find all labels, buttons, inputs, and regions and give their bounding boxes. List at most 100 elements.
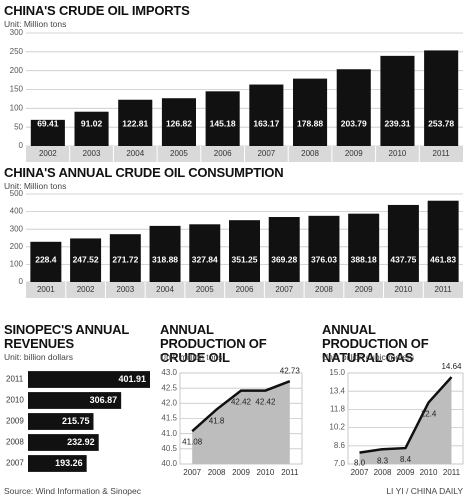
value-label: 42.42 (255, 398, 276, 407)
x-tick-label: 2006 (214, 149, 232, 158)
x-tick-label: 2011 (435, 285, 453, 294)
x-tick-label: 2008 (374, 468, 392, 477)
y-tick-label: 500 (10, 189, 24, 198)
value-label: 461.83 (430, 254, 456, 264)
bar (380, 55, 415, 146)
chart-subtitle: Unit: Million tons (4, 181, 67, 191)
x-tick-label: 2007 (351, 468, 369, 477)
x-tick-label: 2008 (208, 468, 226, 477)
value-label: 327.84 (192, 254, 218, 264)
bar (118, 99, 153, 146)
y-tick-label: 15.0 (329, 368, 345, 377)
y-tick-label: 150 (10, 85, 24, 94)
x-tick-label: 2002 (39, 149, 57, 158)
x-tick-label: 2009 (355, 285, 373, 294)
value-label: 232.92 (67, 437, 95, 447)
x-tick-label: 2003 (83, 149, 101, 158)
x-tick-label: 2009 (232, 468, 250, 477)
value-label: 69.41 (37, 118, 59, 128)
value-label: 253.78 (428, 118, 454, 128)
value-label: 8.0 (354, 459, 366, 468)
source: Source: Wind Information & Sinopec (4, 486, 142, 496)
value-label: 91.02 (81, 118, 103, 128)
bar (30, 241, 62, 282)
value-label: 42.73 (280, 366, 301, 375)
value-label: 41.8 (209, 417, 225, 426)
y-tick-label: 0 (19, 141, 24, 150)
y-tick-label: 100 (10, 103, 24, 112)
y-tick-label: 2007 (6, 459, 24, 468)
x-tick-label: 2006 (236, 285, 254, 294)
bar (249, 84, 284, 146)
value-label: 145.18 (210, 118, 236, 128)
value-label: 271.72 (112, 254, 138, 264)
x-tick-label: 2007 (257, 149, 275, 158)
bar (28, 413, 94, 430)
x-tick-label: 2011 (281, 468, 299, 477)
bar (308, 215, 340, 282)
y-tick-label: 43.0 (161, 368, 177, 377)
value-label: 318.88 (152, 254, 178, 264)
chart-subtitle: Unit: Million tons (4, 19, 67, 29)
value-label: 369.28 (271, 254, 297, 264)
x-tick-label: 2010 (389, 149, 407, 158)
credit: LI YI / CHINA DAILY (386, 486, 463, 496)
bar (28, 455, 87, 472)
value-label: 8.4 (400, 455, 412, 464)
chart-subtitle: Unit: billion dollars (4, 352, 73, 362)
x-tick-label: 2005 (196, 285, 214, 294)
bar (229, 220, 260, 282)
bar (387, 204, 419, 282)
value-label: 401.91 (118, 374, 146, 384)
y-tick-label: 0 (19, 277, 24, 286)
bar (189, 224, 221, 282)
x-tick-label: 2004 (156, 285, 174, 294)
x-axis-band (26, 282, 463, 298)
area (192, 381, 290, 464)
bar (268, 217, 300, 282)
x-tick-label: 2009 (345, 149, 363, 158)
x-tick-label: 2011 (443, 468, 461, 477)
value-label: 239.31 (384, 118, 410, 128)
value-label: 12.4 (421, 410, 437, 419)
y-tick-label: 300 (10, 28, 24, 37)
chart-subtitle: Unit: million tons (160, 352, 223, 362)
x-tick-label: 2010 (420, 468, 438, 477)
chart-subtitle: Unit: billion cubic meters (322, 352, 415, 362)
x-tick-label: 2008 (301, 149, 319, 158)
bar (74, 111, 109, 146)
chart-title: ANNUAL PRODUCTION OF CRUDE OIL (160, 322, 267, 365)
y-tick-label: 13.4 (329, 386, 345, 395)
y-tick-label: 200 (10, 242, 24, 251)
y-tick-label: 40.0 (161, 459, 177, 468)
x-tick-label: 2007 (275, 285, 293, 294)
x-tick-label: 2011 (433, 149, 451, 158)
value-label: 14.64 (441, 362, 462, 371)
x-tick-label: 2008 (315, 285, 333, 294)
value-label: 228.4 (35, 254, 57, 264)
chart-title: ANNUAL PRODUCTION OF NATURAL GAS (322, 322, 429, 365)
bar (348, 213, 380, 282)
chart-title: SINOPEC'S ANNUAL REVENUES (4, 322, 129, 351)
line (359, 376, 453, 454)
value-label: 8.3 (377, 456, 389, 465)
y-tick-label: 41.0 (161, 429, 177, 438)
y-tick-label: 42.5 (161, 383, 177, 392)
y-tick-label: 2010 (6, 396, 24, 405)
y-tick-label: 11.8 (330, 405, 346, 414)
bar (70, 238, 102, 282)
bar (336, 69, 371, 146)
value-label: 388.18 (351, 254, 377, 264)
area (359, 377, 452, 464)
x-tick-label: 2009 (397, 468, 415, 477)
bar (28, 434, 99, 451)
bar (293, 78, 328, 146)
value-label: 42.42 (231, 398, 252, 407)
y-tick-label: 8.6 (334, 441, 346, 450)
value-label: 306.87 (90, 395, 118, 405)
x-tick-label: 2005 (170, 149, 188, 158)
bar (109, 234, 141, 282)
value-label: 41.08 (182, 437, 203, 446)
value-label: 193.26 (55, 458, 83, 468)
